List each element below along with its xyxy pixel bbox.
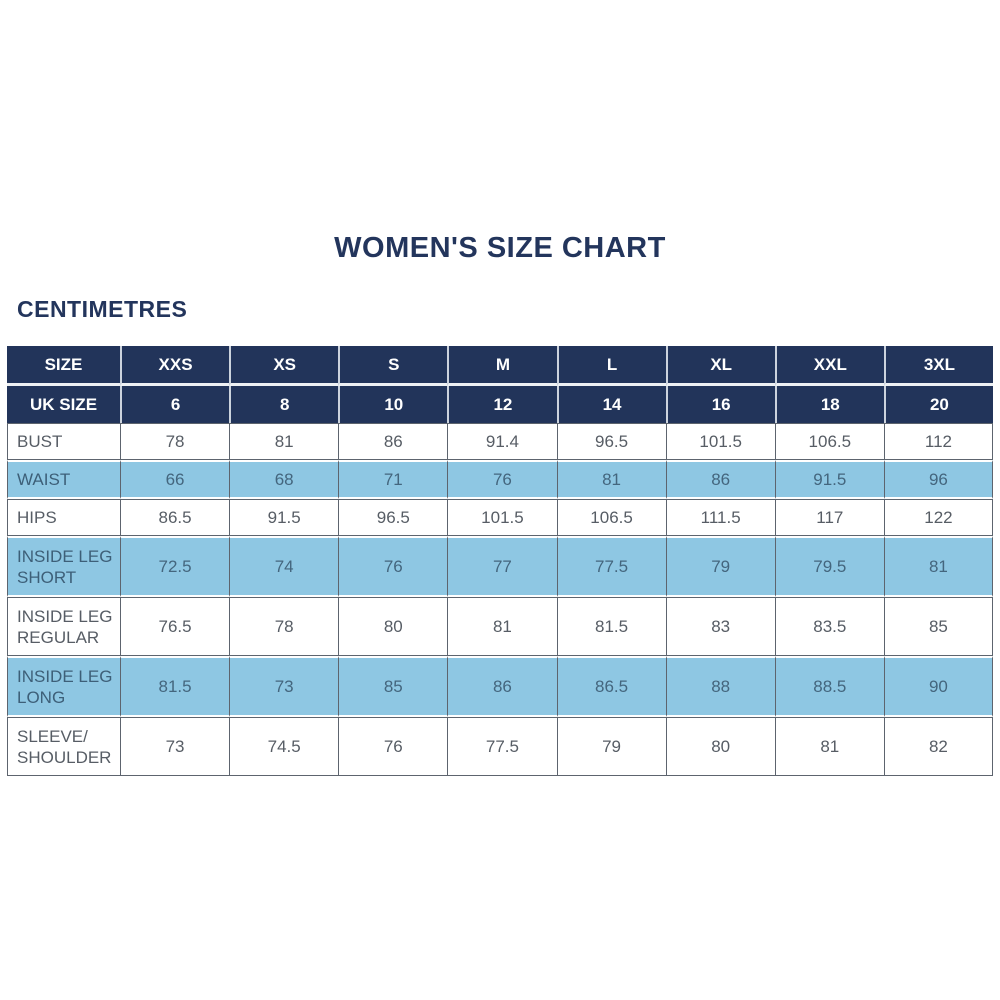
cell: 80 — [338, 597, 448, 657]
row-label: INSIDE LEG REGULAR — [7, 597, 120, 657]
cell: 101.5 — [665, 423, 775, 461]
cell: 82 — [883, 717, 993, 777]
uk-size-cell: 8 — [229, 386, 339, 424]
cell: 77.5 — [447, 717, 557, 777]
table-row-waist: WAIST 66 68 71 76 81 86 91.5 96 — [7, 460, 993, 500]
column-header: S — [338, 346, 448, 387]
cell: 78 — [120, 423, 230, 461]
page-title: WOMEN'S SIZE CHART — [334, 232, 666, 264]
cell: 91.5 — [774, 460, 884, 500]
uk-size-cell: 18 — [774, 386, 884, 424]
table-row-hips: HIPS 86.5 91.5 96.5 101.5 106.5 111.5 11… — [7, 499, 993, 537]
table-row-bust: BUST 78 81 86 91.4 96.5 101.5 106.5 112 — [7, 423, 993, 461]
uk-size-row: UK SIZE 6 8 10 12 14 16 18 20 — [7, 386, 993, 424]
cell: 74 — [229, 536, 339, 598]
cell: 96.5 — [338, 499, 448, 537]
column-header: SIZE — [7, 346, 120, 387]
row-label: SLEEVE/ SHOULDER — [7, 717, 120, 777]
cell: 76.5 — [120, 597, 230, 657]
cell: 81.5 — [120, 656, 230, 718]
cell: 79 — [665, 536, 775, 598]
cell: 80 — [665, 717, 775, 777]
column-header: 3XL — [883, 346, 993, 387]
size-header-row: SIZE XXS XS S M L XL XXL 3XL — [7, 346, 993, 387]
cell: 77 — [447, 536, 557, 598]
table-row-sleeve-shoulder: SLEEVE/ SHOULDER 73 74.5 76 77.5 79 80 8… — [7, 717, 993, 777]
table-row-inside-leg-regular: INSIDE LEG REGULAR 76.5 78 80 81 81.5 83… — [7, 597, 993, 657]
row-label: INSIDE LEG SHORT — [7, 536, 120, 598]
cell: 122 — [883, 499, 993, 537]
cell: 72.5 — [120, 536, 230, 598]
cell: 85 — [883, 597, 993, 657]
cell: 78 — [229, 597, 339, 657]
row-label: WAIST — [7, 460, 120, 500]
cell: 76 — [338, 717, 448, 777]
cell: 91.5 — [229, 499, 339, 537]
units-label: CENTIMETRES — [17, 295, 188, 322]
cell: 81.5 — [556, 597, 666, 657]
cell: 86.5 — [120, 499, 230, 537]
cell: 77.5 — [556, 536, 666, 598]
column-header: XL — [665, 346, 775, 387]
cell: 88.5 — [774, 656, 884, 718]
cell: 79.5 — [774, 536, 884, 598]
cell: 111.5 — [665, 499, 775, 537]
cell: 85 — [338, 656, 448, 718]
cell: 90 — [883, 656, 993, 718]
uk-size-cell: 10 — [338, 386, 448, 424]
cell: 106.5 — [774, 423, 884, 461]
column-header: XS — [229, 346, 339, 387]
cell: 76 — [338, 536, 448, 598]
column-header: XXS — [120, 346, 230, 387]
cell: 81 — [447, 597, 557, 657]
cell: 86 — [665, 460, 775, 500]
cell: 88 — [665, 656, 775, 718]
uk-size-cell: 12 — [447, 386, 557, 424]
cell: 91.4 — [447, 423, 557, 461]
table-row-inside-leg-short: INSIDE LEG SHORT 72.5 74 76 77 77.5 79 7… — [7, 536, 993, 598]
cell: 83 — [665, 597, 775, 657]
cell: 71 — [338, 460, 448, 500]
cell: 81 — [774, 717, 884, 777]
cell: 112 — [883, 423, 993, 461]
column-header: XXL — [774, 346, 884, 387]
table-row-inside-leg-long: INSIDE LEG LONG 81.5 73 85 86 86.5 88 88… — [7, 656, 993, 718]
cell: 86 — [338, 423, 448, 461]
cell: 96.5 — [556, 423, 666, 461]
uk-size-cell: 20 — [883, 386, 993, 424]
cell: 76 — [447, 460, 557, 500]
row-label: HIPS — [7, 499, 120, 537]
row-label: BUST — [7, 423, 120, 461]
uk-size-cell: 6 — [120, 386, 230, 424]
row-label: UK SIZE — [7, 386, 120, 424]
size-chart-table: SIZE XXS XS S M L XL XXL 3XL UK SIZE 6 8… — [7, 346, 993, 777]
cell: 79 — [556, 717, 666, 777]
cell: 66 — [120, 460, 230, 500]
cell: 81 — [556, 460, 666, 500]
cell: 86.5 — [556, 656, 666, 718]
cell: 96 — [883, 460, 993, 500]
cell: 83.5 — [774, 597, 884, 657]
cell: 81 — [883, 536, 993, 598]
cell: 74.5 — [229, 717, 339, 777]
column-header: L — [556, 346, 666, 387]
column-header: M — [447, 346, 557, 387]
cell: 101.5 — [447, 499, 557, 537]
cell: 86 — [447, 656, 557, 718]
cell: 81 — [229, 423, 339, 461]
uk-size-cell: 14 — [556, 386, 666, 424]
row-label: INSIDE LEG LONG — [7, 656, 120, 718]
cell: 68 — [229, 460, 339, 500]
cell: 117 — [774, 499, 884, 537]
cell: 73 — [120, 717, 230, 777]
cell: 106.5 — [556, 499, 666, 537]
cell: 73 — [229, 656, 339, 718]
uk-size-cell: 16 — [665, 386, 775, 424]
